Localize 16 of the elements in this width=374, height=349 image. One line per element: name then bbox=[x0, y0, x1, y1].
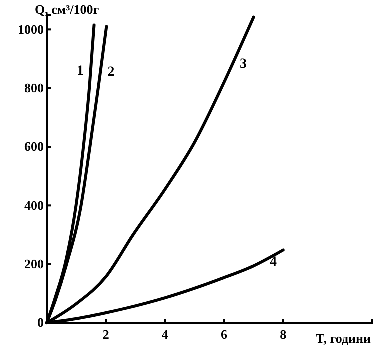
y-tick-label: 600 bbox=[24, 139, 44, 154]
x-tick-label: 6 bbox=[221, 327, 228, 342]
series-label: 1 bbox=[76, 64, 84, 79]
series-label: 4 bbox=[270, 255, 278, 270]
series-label: 2 bbox=[108, 65, 115, 80]
x-tick-label: 8 bbox=[280, 327, 288, 342]
x-tick-label: 2 bbox=[102, 327, 110, 342]
y-axis-title: Q, см³/100г bbox=[35, 2, 100, 17]
y-tick-label: 1000 bbox=[18, 22, 44, 37]
series-label: 3 bbox=[240, 57, 248, 72]
y-tick-label: 400 bbox=[24, 198, 44, 213]
x-tick-label: 4 bbox=[162, 327, 169, 342]
x-axis-title: T, години bbox=[316, 331, 372, 346]
y-tick-label: 0 bbox=[38, 315, 44, 330]
y-tick-label: 200 bbox=[24, 256, 44, 272]
y-tick-label: 800 bbox=[24, 80, 44, 96]
